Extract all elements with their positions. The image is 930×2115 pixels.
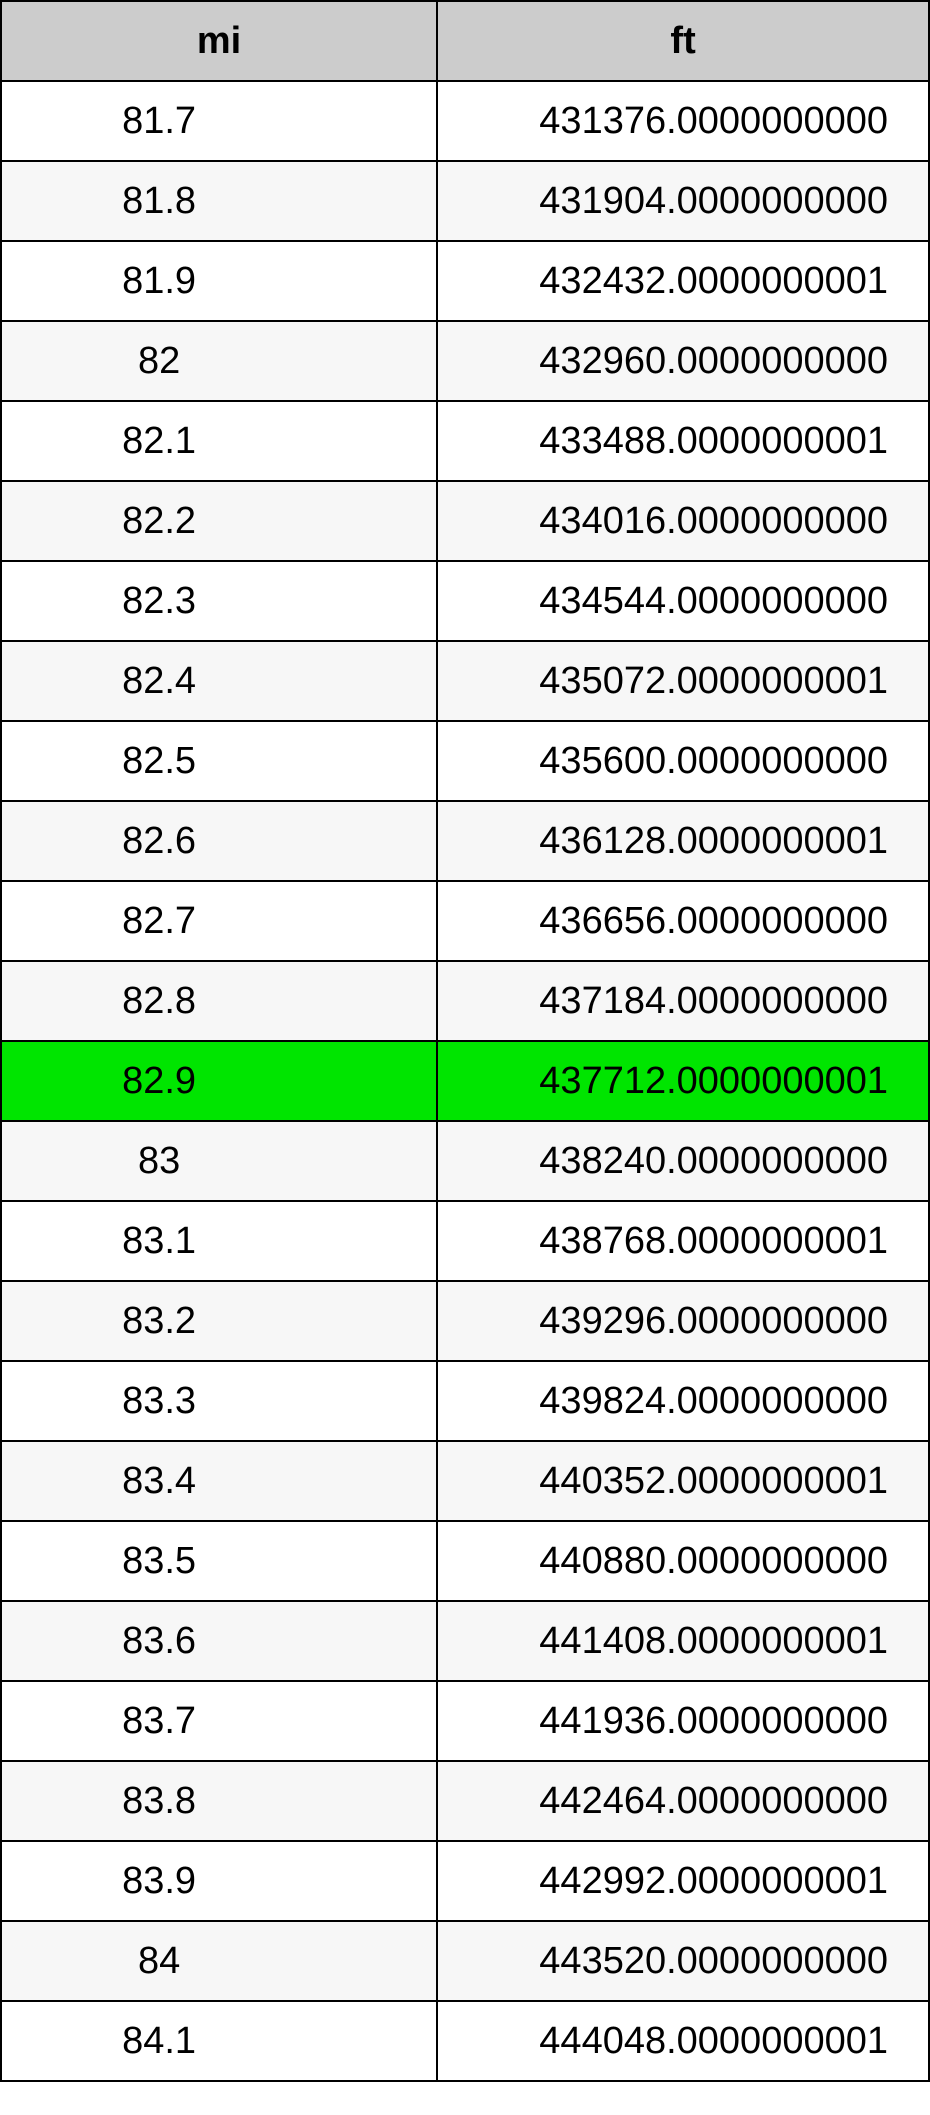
- table-row: 84443520.0000000000: [1, 1921, 929, 2001]
- cell-mi: 82: [1, 321, 437, 401]
- table-row: 83.7441936.0000000000: [1, 1681, 929, 1761]
- cell-ft: 439824.0000000000: [437, 1361, 929, 1441]
- cell-ft: 443520.0000000000: [437, 1921, 929, 2001]
- cell-mi: 82.2: [1, 481, 437, 561]
- cell-ft: 438240.0000000000: [437, 1121, 929, 1201]
- table-row: 83438240.0000000000: [1, 1121, 929, 1201]
- cell-ft: 436128.0000000001: [437, 801, 929, 881]
- table-row: 82.6436128.0000000001: [1, 801, 929, 881]
- cell-ft: 435600.0000000000: [437, 721, 929, 801]
- cell-mi: 82.9: [1, 1041, 437, 1121]
- cell-ft: 441408.0000000001: [437, 1601, 929, 1681]
- table-header-row: mi ft: [1, 1, 929, 81]
- cell-mi: 83.4: [1, 1441, 437, 1521]
- cell-mi: 83.3: [1, 1361, 437, 1441]
- cell-ft: 437712.0000000001: [437, 1041, 929, 1121]
- cell-ft: 436656.0000000000: [437, 881, 929, 961]
- cell-mi: 83.1: [1, 1201, 437, 1281]
- table-row: 82.9437712.0000000001: [1, 1041, 929, 1121]
- cell-ft: 434016.0000000000: [437, 481, 929, 561]
- cell-mi: 84.1: [1, 2001, 437, 2081]
- cell-mi: 82.8: [1, 961, 437, 1041]
- cell-mi: 81.7: [1, 81, 437, 161]
- table-row: 82432960.0000000000: [1, 321, 929, 401]
- cell-ft: 434544.0000000000: [437, 561, 929, 641]
- table-row: 83.1438768.0000000001: [1, 1201, 929, 1281]
- cell-mi: 83.8: [1, 1761, 437, 1841]
- cell-mi: 81.8: [1, 161, 437, 241]
- table-row: 83.3439824.0000000000: [1, 1361, 929, 1441]
- table-row: 82.4435072.0000000001: [1, 641, 929, 721]
- cell-mi: 83: [1, 1121, 437, 1201]
- cell-ft: 438768.0000000001: [437, 1201, 929, 1281]
- cell-ft: 431904.0000000000: [437, 161, 929, 241]
- cell-mi: 83.5: [1, 1521, 437, 1601]
- table-row: 83.9442992.0000000001: [1, 1841, 929, 1921]
- table-row: 84.1444048.0000000001: [1, 2001, 929, 2081]
- cell-mi: 82.5: [1, 721, 437, 801]
- cell-mi: 83.2: [1, 1281, 437, 1361]
- cell-mi: 82.3: [1, 561, 437, 641]
- cell-ft: 431376.0000000000: [437, 81, 929, 161]
- table-row: 82.2434016.0000000000: [1, 481, 929, 561]
- cell-ft: 441936.0000000000: [437, 1681, 929, 1761]
- table-row: 82.8437184.0000000000: [1, 961, 929, 1041]
- table-row: 83.2439296.0000000000: [1, 1281, 929, 1361]
- table-row: 82.3434544.0000000000: [1, 561, 929, 641]
- cell-mi: 82.7: [1, 881, 437, 961]
- cell-ft: 440352.0000000001: [437, 1441, 929, 1521]
- table-row: 83.4440352.0000000001: [1, 1441, 929, 1521]
- cell-ft: 435072.0000000001: [437, 641, 929, 721]
- cell-mi: 82.1: [1, 401, 437, 481]
- cell-mi: 83.9: [1, 1841, 437, 1921]
- column-header-mi: mi: [1, 1, 437, 81]
- cell-ft: 442992.0000000001: [437, 1841, 929, 1921]
- cell-ft: 433488.0000000001: [437, 401, 929, 481]
- cell-mi: 83.6: [1, 1601, 437, 1681]
- cell-ft: 442464.0000000000: [437, 1761, 929, 1841]
- cell-mi: 81.9: [1, 241, 437, 321]
- cell-ft: 439296.0000000000: [437, 1281, 929, 1361]
- table-row: 81.9432432.0000000001: [1, 241, 929, 321]
- cell-ft: 432960.0000000000: [437, 321, 929, 401]
- column-header-ft: ft: [437, 1, 929, 81]
- cell-mi: 82.4: [1, 641, 437, 721]
- table-row: 81.7431376.0000000000: [1, 81, 929, 161]
- conversion-table: mi ft 81.7431376.000000000081.8431904.00…: [0, 0, 930, 2082]
- cell-ft: 437184.0000000000: [437, 961, 929, 1041]
- cell-mi: 84: [1, 1921, 437, 2001]
- cell-ft: 440880.0000000000: [437, 1521, 929, 1601]
- table-row: 83.5440880.0000000000: [1, 1521, 929, 1601]
- cell-ft: 444048.0000000001: [437, 2001, 929, 2081]
- table-row: 83.8442464.0000000000: [1, 1761, 929, 1841]
- cell-ft: 432432.0000000001: [437, 241, 929, 321]
- cell-mi: 83.7: [1, 1681, 437, 1761]
- table-row: 82.1433488.0000000001: [1, 401, 929, 481]
- table-row: 82.5435600.0000000000: [1, 721, 929, 801]
- table-row: 83.6441408.0000000001: [1, 1601, 929, 1681]
- cell-mi: 82.6: [1, 801, 437, 881]
- table-row: 82.7436656.0000000000: [1, 881, 929, 961]
- table-row: 81.8431904.0000000000: [1, 161, 929, 241]
